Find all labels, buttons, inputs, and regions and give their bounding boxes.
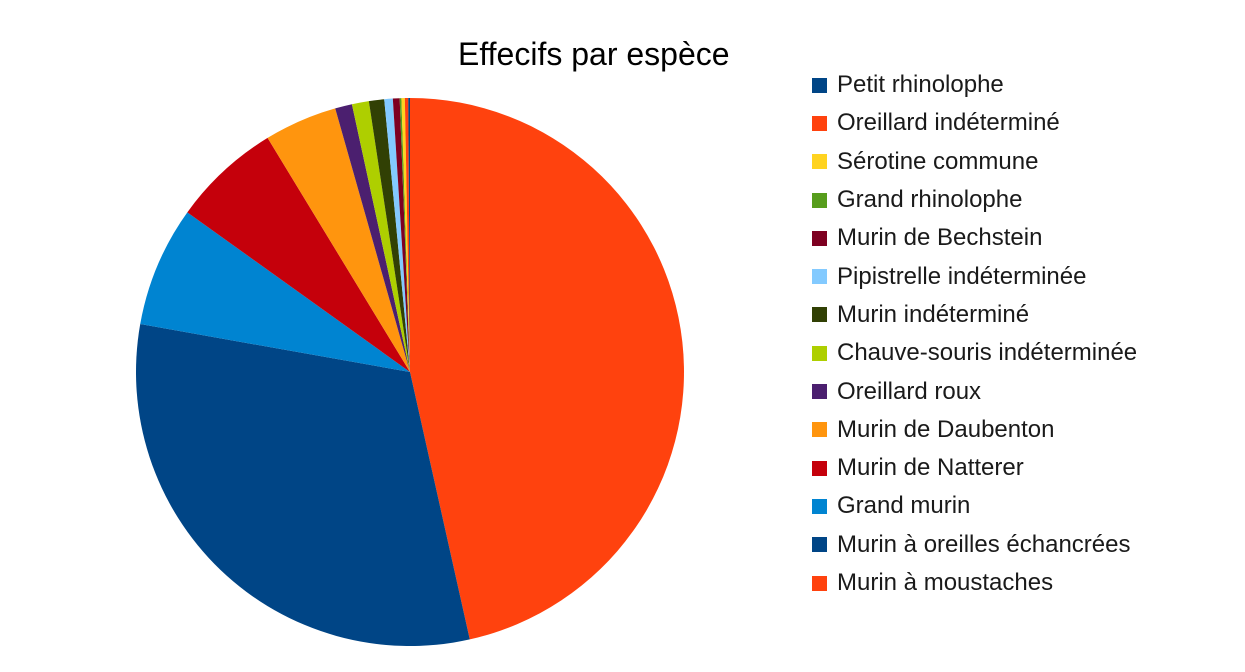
legend: Petit rhinolophe Oreillard indéterminé Sér… — [812, 66, 1137, 602]
legend-item: Oreillard roux — [812, 372, 1137, 410]
legend-item: Petit rhinolophe — [812, 66, 1137, 104]
pie-chart — [136, 98, 684, 646]
pie-slice-3 — [401, 98, 410, 373]
legend-item: Oreillard indéterminé — [812, 104, 1137, 142]
legend-swatch — [812, 192, 827, 208]
legend-item: Murin à oreilles échancrées — [812, 526, 1137, 564]
legend-item: Pipistrelle indéterminée — [812, 257, 1137, 295]
legend-swatch — [812, 307, 827, 323]
legend-item: Chauve-souris indéterminée — [812, 334, 1137, 372]
legend-label: Oreillard roux — [837, 377, 982, 405]
legend-swatch — [812, 384, 827, 400]
legend-label: Pipistrelle indéterminée — [837, 262, 1087, 290]
legend-swatch — [812, 154, 827, 170]
pie-slice-5 — [392, 98, 410, 372]
legend-label: Chauve-souris indéterminée — [837, 339, 1138, 367]
legend-label: Oreillard indéterminé — [837, 109, 1060, 137]
legend-label: Sérotine commune — [837, 147, 1039, 175]
legend-item: Sérotine commune — [812, 143, 1137, 181]
legend-swatch — [812, 230, 827, 246]
pie-slice-4 — [399, 98, 410, 372]
legend-item: Grand murin — [812, 487, 1137, 525]
legend-swatch — [812, 460, 827, 476]
pie-slice-14 — [410, 98, 684, 640]
legend-label: Murin indéterminé — [837, 300, 1030, 328]
legend-item: Murin de Daubenton — [812, 411, 1137, 449]
legend-label: Grand rhinolophe — [837, 186, 1023, 214]
legend-label: Petit rhinolophe — [837, 71, 1004, 99]
pie-slice-2 — [404, 98, 410, 372]
legend-label: Murin de Bechstein — [837, 224, 1043, 252]
legend-swatch — [812, 575, 827, 591]
legend-label: Murin de Natterer — [837, 454, 1024, 482]
legend-label: Murin à moustaches — [837, 569, 1054, 596]
legend-swatch — [812, 115, 827, 131]
pie-slice-6 — [384, 98, 410, 372]
legend-item: Grand rhinolophe — [812, 181, 1137, 219]
pie-slice-1 — [408, 98, 410, 372]
legend-swatch — [812, 77, 827, 93]
legend-swatch — [812, 345, 827, 361]
legend-swatch — [812, 537, 827, 553]
pie-slice-12 — [140, 212, 411, 372]
pie-slice-13 — [136, 324, 470, 646]
pie-slice-11 — [187, 137, 410, 372]
legend-label: Murin de Daubenton — [837, 415, 1055, 443]
pie-slice-9 — [335, 104, 410, 372]
legend-label: Grand murin — [837, 492, 971, 520]
legend-swatch — [812, 269, 827, 285]
legend-swatch — [812, 422, 827, 438]
legend-item: Murin indéterminé — [812, 296, 1137, 334]
legend-item: Murin à moustaches — [812, 564, 1137, 602]
pie-slices — [136, 98, 684, 646]
legend-item: Murin de Bechstein — [812, 219, 1137, 257]
legend-swatch — [812, 498, 827, 514]
chart-title: Effecifs par espèce — [458, 36, 730, 72]
legend-label: Murin à oreilles échancrées — [837, 530, 1131, 558]
pie-slice-7 — [368, 99, 410, 372]
pie-slice-8 — [351, 101, 410, 373]
pie-slice-10 — [267, 108, 410, 373]
legend-item: Murin de Natterer — [812, 449, 1137, 487]
